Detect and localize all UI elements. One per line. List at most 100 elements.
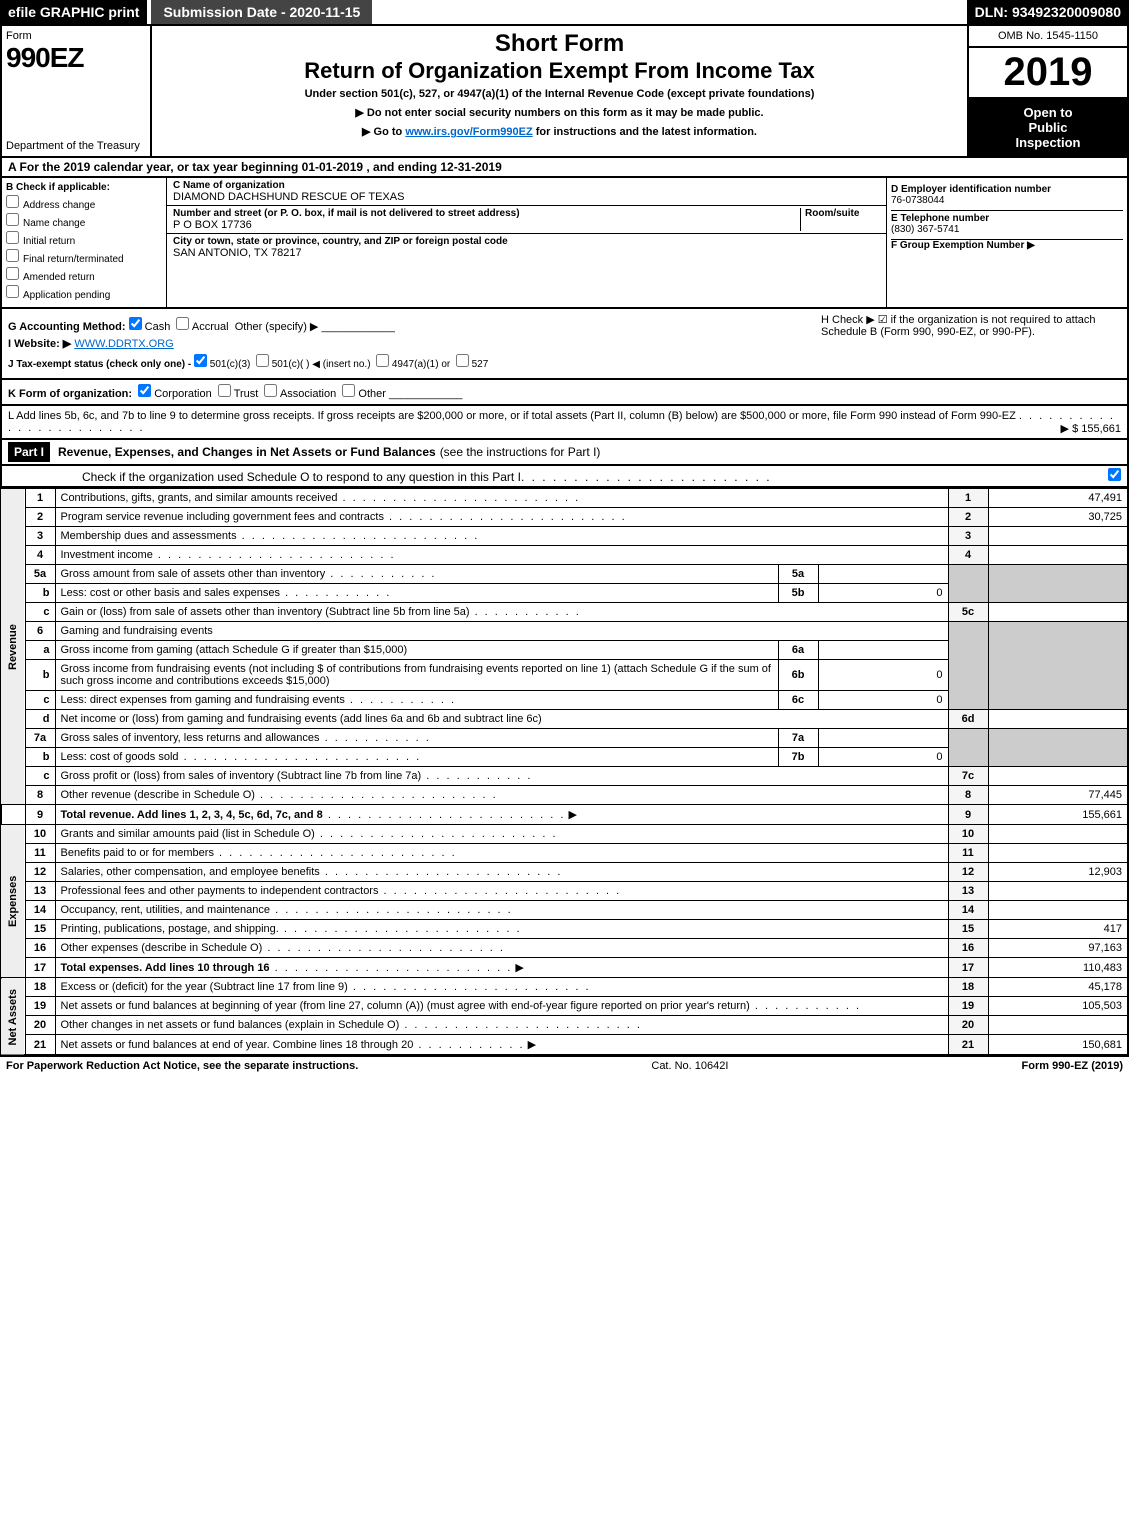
form-word: Form: [6, 30, 146, 42]
ln-11-num: 11: [25, 844, 55, 863]
ln-20-desc: Other changes in net assets or fund bala…: [61, 1019, 400, 1031]
ln-6b-subval: 0: [818, 660, 948, 691]
ln-6c-sublbl: 6c: [778, 691, 818, 710]
dots-icon: [384, 511, 627, 523]
ln-11-col: 11: [948, 844, 988, 863]
ln-5a-num: 5a: [25, 565, 55, 584]
part-1-check-row: Check if the organization used Schedule …: [0, 466, 1129, 488]
dots-icon: [323, 809, 566, 821]
chk-trust[interactable]: [218, 384, 231, 397]
ln-12-desc: Salaries, other compensation, and employ…: [61, 866, 320, 878]
ln-18-desc: Excess or (deficit) for the year (Subtra…: [61, 981, 348, 993]
header-right: OMB No. 1545-1150 2019 Open to Public In…: [967, 26, 1127, 156]
g-label: G Accounting Method:: [8, 321, 126, 333]
table-row: 20 Other changes in net assets or fund b…: [1, 1016, 1128, 1035]
ln-14-desc: Occupancy, rent, utilities, and maintena…: [61, 904, 271, 916]
lbl-initial-return: Initial return: [23, 236, 75, 247]
ln-3-val: [988, 527, 1128, 546]
ln-7c-desc: Gross profit or (loss) from sales of inv…: [61, 770, 422, 782]
k-label: K Form of organization:: [8, 388, 132, 400]
efile-print-button[interactable]: efile GRAPHIC print: [0, 0, 147, 24]
chk-527[interactable]: [456, 354, 469, 367]
ln-6a-subval: [818, 641, 948, 660]
table-row: 17 Total expenses. Add lines 10 through …: [1, 958, 1128, 978]
chk-association[interactable]: [264, 384, 277, 397]
lbl-other-org: Other: [358, 388, 386, 400]
chk-amended-return[interactable]: [6, 267, 19, 280]
website-link[interactable]: WWW.DDRTX.ORG: [74, 338, 173, 350]
ln-7a-num: 7a: [25, 729, 55, 748]
ln-21-num: 21: [25, 1035, 55, 1056]
lbl-final-return: Final return/terminated: [23, 254, 124, 265]
chk-501c[interactable]: [256, 354, 269, 367]
omb-number: OMB No. 1545-1150: [969, 26, 1127, 48]
table-row: 5a Gross amount from sale of assets othe…: [1, 565, 1128, 584]
ln-5b-sublbl: 5b: [778, 584, 818, 603]
org-info-block: B Check if applicable: Address change Na…: [0, 178, 1129, 309]
ln-3-col: 3: [948, 527, 988, 546]
ln-6d-col: 6d: [948, 710, 988, 729]
ln-14-col: 14: [948, 901, 988, 920]
revenue-side-label: Revenue: [1, 489, 25, 805]
ln-15-val: 417: [988, 920, 1128, 939]
dots-icon: [337, 492, 580, 504]
chk-4947[interactable]: [376, 354, 389, 367]
ln-12-val: 12,903: [988, 863, 1128, 882]
lbl-address-change: Address change: [23, 200, 95, 211]
return-title: Return of Organization Exempt From Incom…: [160, 58, 959, 84]
dots-icon: [413, 1039, 524, 1051]
footer-form-ref: Form 990-EZ (2019): [1022, 1060, 1123, 1072]
chk-name-change[interactable]: [6, 213, 19, 226]
ln-3-desc: Membership dues and assessments: [61, 530, 237, 542]
ln-15-num: 15: [25, 920, 55, 939]
chk-other-org[interactable]: [342, 384, 355, 397]
ln-13-val: [988, 882, 1128, 901]
lbl-cash: Cash: [145, 321, 171, 333]
i-label: I Website: ▶: [8, 338, 71, 350]
ln-13-col: 13: [948, 882, 988, 901]
lbl-501c: 501(c)( ): [272, 359, 310, 370]
footer-cat-no: Cat. No. 10642I: [358, 1060, 1021, 1072]
lbl-insert-no: ◀ (insert no.): [312, 359, 370, 370]
chk-address-change[interactable]: [6, 195, 19, 208]
ln-15-col: 15: [948, 920, 988, 939]
chk-501c3[interactable]: [194, 354, 207, 367]
ln-21-desc: Net assets or fund balances at end of ye…: [61, 1039, 414, 1051]
ln-8-desc: Other revenue (describe in Schedule O): [61, 789, 255, 801]
part-1-badge: Part I: [8, 442, 50, 462]
ln-10-desc: Grants and similar amounts paid (list in…: [61, 828, 315, 840]
grey-cell: [948, 565, 988, 603]
chk-cash[interactable]: [129, 317, 142, 330]
part-1-title: Revenue, Expenses, and Changes in Net As…: [58, 445, 436, 459]
ln-6-num: 6: [25, 622, 55, 641]
chk-final-return[interactable]: [6, 249, 19, 262]
ln-7a-subval: [818, 729, 948, 748]
open-to-public-badge: Open to Public Inspection: [969, 99, 1127, 156]
h-check-box: H Check ▶ ☑ if the organization is not r…: [821, 313, 1121, 338]
ln-19-val: 105,503: [988, 997, 1128, 1016]
table-row: 15 Printing, publications, postage, and …: [1, 920, 1128, 939]
irs-link[interactable]: www.irs.gov/Form990EZ: [405, 126, 532, 138]
part-1-table: Revenue 1 Contributions, gifts, grants, …: [0, 488, 1129, 1056]
ln-11-desc: Benefits paid to or for members: [61, 847, 214, 859]
chk-initial-return[interactable]: [6, 231, 19, 244]
chk-accrual[interactable]: [176, 317, 189, 330]
table-row: 19 Net assets or fund balances at beginn…: [1, 997, 1128, 1016]
under-section-text: Under section 501(c), 527, or 4947(a)(1)…: [160, 88, 959, 100]
ln-12-num: 12: [25, 863, 55, 882]
chk-application-pending[interactable]: [6, 285, 19, 298]
ln-6a-num: a: [25, 641, 55, 660]
ln-5c-col: 5c: [948, 603, 988, 622]
room-label: Room/suite: [805, 208, 859, 219]
chk-schedule-o-part1[interactable]: [1108, 468, 1121, 481]
net-assets-side-label: Net Assets: [1, 978, 25, 1056]
open-line2: Public: [975, 120, 1121, 135]
open-line3: Inspection: [975, 135, 1121, 150]
part-1-check-dots: [521, 470, 772, 484]
ln-6b-num: b: [25, 660, 55, 691]
part-1-inst: (see the instructions for Part I): [440, 445, 601, 459]
chk-corporation[interactable]: [138, 384, 151, 397]
table-row: 4 Investment income 4: [1, 546, 1128, 565]
column-d-e-f: D Employer identification number 76-0738…: [887, 178, 1127, 307]
ln-5a-sublbl: 5a: [778, 565, 818, 584]
